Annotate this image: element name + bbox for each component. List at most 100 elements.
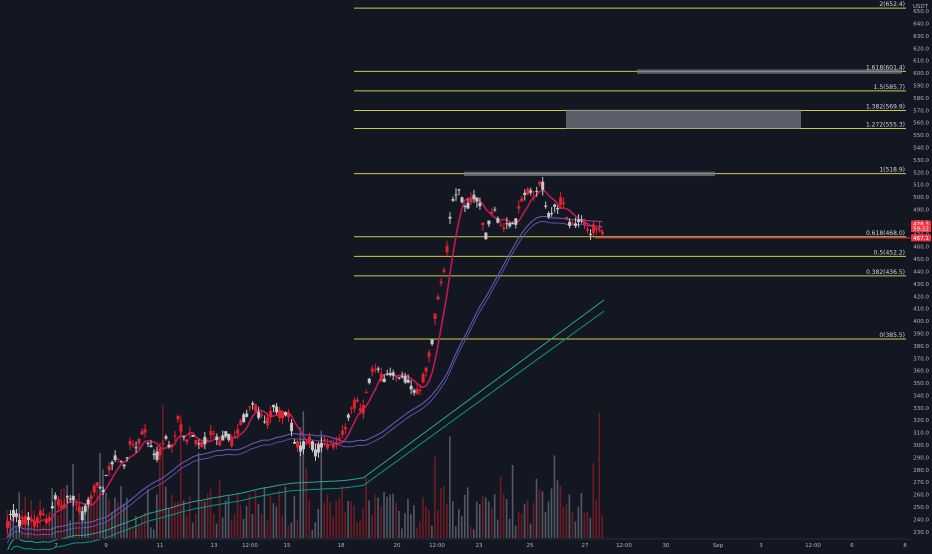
volume-bar-192 [580,492,583,538]
candle-body-88 [269,410,273,418]
volume-bar-120 [365,477,367,538]
volume-bar-175 [529,523,532,538]
candle-body-140 [424,367,428,372]
fib-level-label-2: 1.5(585.7) [874,84,905,91]
candle-body-23 [74,503,78,505]
candle-body-121 [367,378,371,383]
zone-layer[interactable] [464,69,902,177]
volume-bar-114 [347,500,349,538]
candle-body-151 [457,189,461,191]
volume-bar-135 [410,514,412,538]
volume-bar-70 [215,523,218,538]
candle-body-84 [257,411,261,418]
price-tick-label-7: 300.0 [913,443,929,449]
candle-body-22 [71,495,75,501]
volume-bar-77 [236,492,239,538]
volume-bar-121 [368,500,370,538]
candle-body-171 [517,206,521,209]
volume-bar-11 [39,499,41,538]
candle-body-82 [251,403,255,405]
candle-body-101 [307,436,311,443]
volume-bar-58 [179,415,182,538]
time-tick-label-2: 11 [157,543,164,549]
volume-bar-104 [317,509,320,538]
volume-bar-132 [401,528,403,538]
volume-bar-63 [194,514,197,538]
candle-body-107 [325,443,329,449]
volume-bar-150 [454,526,457,538]
volume-bar-123 [374,494,376,538]
price-tick-label-11: 340.0 [913,393,929,399]
volume-bar-168 [508,518,511,538]
price-tick-label-36: 590.0 [913,84,929,90]
volume-bar-198 [598,412,601,538]
volume-bar-179 [541,491,544,538]
volume-bar-162 [490,507,493,538]
candle-body-180 [544,205,548,207]
volume-bar-178 [538,489,541,538]
ma-fast-line [6,188,603,529]
price-tick-label-15: 380.0 [913,344,929,350]
price-zone-2[interactable] [464,171,715,177]
time-tick-label-17: 6 [850,543,854,549]
candle-body-1 [8,514,12,516]
candle-body-132 [400,375,404,378]
volume-bar-195 [589,517,592,538]
price-tick-label-20: 430.0 [913,282,929,288]
time-axis[interactable]: 7 9 11 13 12:00 15 18 20 12:00 23 25 27 12:00 30 Sep 3 1… [0,538,910,549]
candle-body-161 [487,220,491,225]
volume-bar-119 [362,507,364,538]
volume-bar-1 [9,520,12,538]
volume-bar-148 [449,436,451,538]
volume-bar-186 [562,506,565,538]
candle-body-130 [394,376,398,378]
volume-bar-140 [425,506,427,538]
candle-body-99 [302,441,306,450]
volume-bar-143 [434,456,436,538]
time-tick-label-4: 12:00 [242,543,258,549]
candle-body-17 [56,499,60,506]
price-tick-label-2: 250.0 [913,505,929,511]
volume-bar-199 [601,515,604,538]
price-tick-label-27: 500.0 [913,195,929,201]
volume-bar-65 [200,500,203,538]
price-tick-label-4: 270.0 [913,480,929,486]
volume-bar-187 [565,503,568,538]
price-tick-label-29: 520.0 [913,170,929,176]
candle-body-162 [490,211,494,214]
candle-body-92 [281,410,285,419]
price-zone-0[interactable] [637,69,902,74]
candle-body-29 [92,485,96,493]
volume-bar-133 [404,513,406,538]
price-zone-1[interactable] [566,109,801,129]
candle-body-117 [355,399,359,402]
volume-bar-74 [227,496,230,538]
candle-body-189 [571,223,575,225]
volume-bar-169 [511,464,514,538]
candle-body-174 [526,188,530,195]
candle-body-164 [496,218,500,223]
candle-body-69 [212,433,216,435]
candle-body-190 [574,223,578,227]
volume-bar-25 [81,522,83,538]
candle-body-98 [299,445,303,452]
candle-body-125 [379,373,383,382]
price-tick-label-10: 330.0 [913,406,929,412]
volume-bar-42 [132,528,134,538]
volume-bar-40 [126,497,128,538]
volume-bar-130 [395,502,397,538]
price-axis[interactable]: USDT 230.0 240.0 250.0 260.0 270.0 280.0 290.0 3… [910,0,932,550]
fib-level-label-0: 2(652.4) [879,1,905,8]
volume-bar-36 [114,497,116,538]
price-tick-label-8: 310.0 [913,431,929,437]
price-badge-label-2: 467.1 [913,236,929,242]
volume-bar-95 [290,522,293,538]
candle-body-25 [80,511,84,521]
volume-bar-154 [466,487,469,538]
candle-body-61 [188,432,192,434]
candle-body-11 [38,510,42,516]
price-badge-1 [911,225,931,233]
candle-body-7 [26,517,30,521]
